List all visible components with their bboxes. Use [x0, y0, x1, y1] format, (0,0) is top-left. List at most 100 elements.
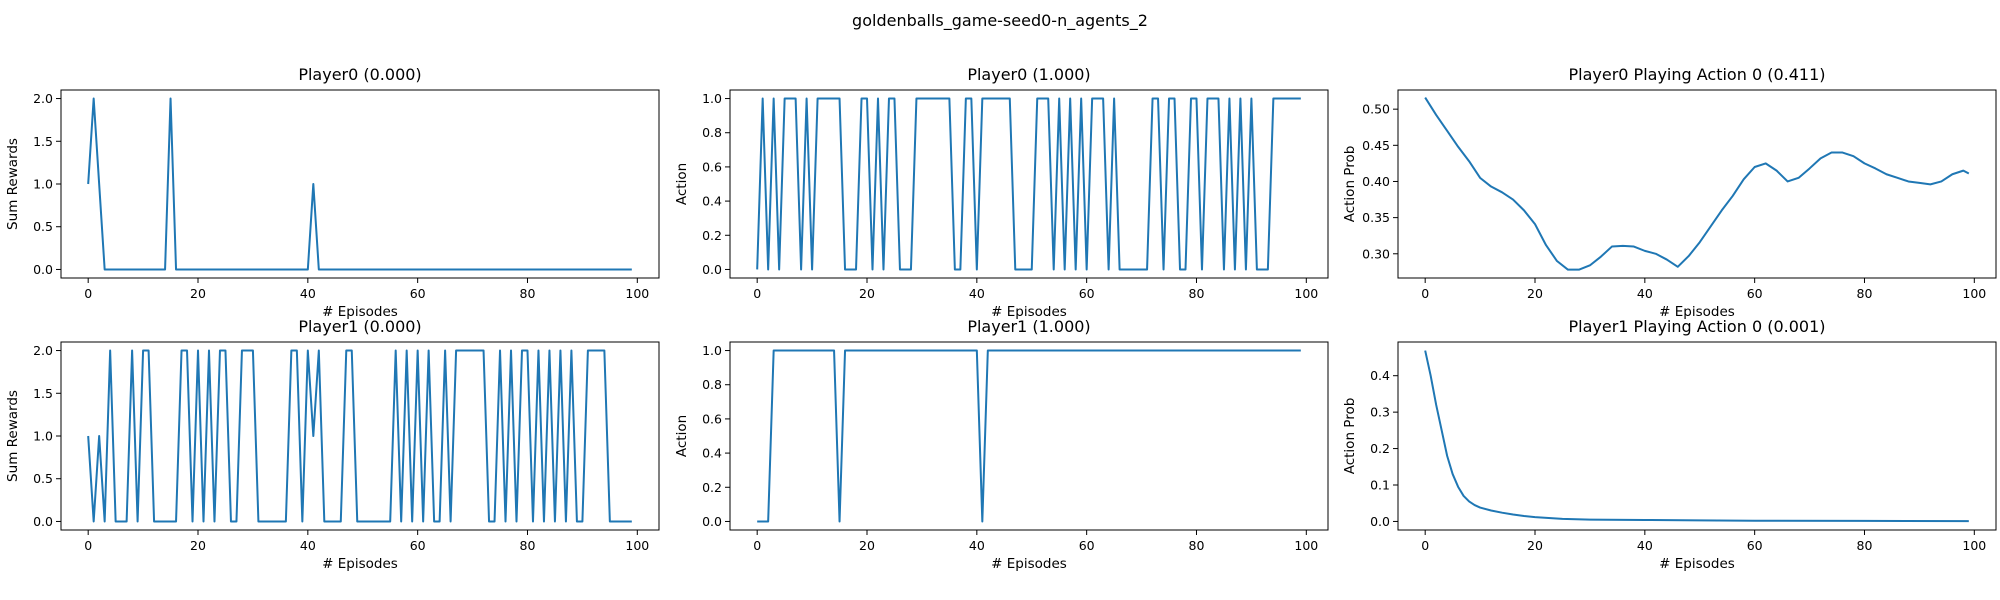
subplot-6: Player1 Playing Action 0 (0.001) 0 20 40 60 8… [1342, 317, 1997, 572]
y-tick-label: 0.1 [1370, 478, 1390, 493]
subplot-3: Player0 Playing Action 0 (0.411) 0 20 40 60 8… [1342, 65, 1997, 320]
x-tick-label: 20 [859, 538, 875, 553]
y-tick-label: 1.5 [33, 386, 53, 401]
y-tick-label: 0.0 [33, 514, 53, 529]
subplot-title: Player1 (0.000) [298, 317, 421, 336]
y-tick-label: 0.3 [1370, 405, 1390, 420]
y-tick-label: 0.2 [702, 480, 722, 495]
y-tick-label: 0.2 [702, 228, 722, 243]
y-tick-label: 0.0 [33, 262, 53, 277]
subplot-title: Player1 Playing Action 0 (0.001) [1569, 317, 1826, 336]
y-tick-label: 1.5 [33, 134, 53, 149]
x-tick-label: 0 [1421, 286, 1429, 301]
y-axis-label: Sum Rewards [5, 138, 21, 230]
y-tick-label: 0.8 [702, 125, 722, 140]
series-line [1424, 97, 1970, 271]
subplot-5: Player1 (1.000) 0 20 40 60 80 100 0.0 0.2 0.4 0.6 0… [674, 317, 1329, 572]
axes-frame [729, 89, 1329, 279]
x-tick-label: 20 [190, 538, 206, 553]
x-tick-label: 60 [410, 286, 426, 301]
axes-frame [1397, 341, 1997, 531]
axes-frame [729, 341, 1329, 531]
y-axis-label: Action Prob [1342, 146, 1358, 223]
axes-frame [60, 89, 660, 279]
x-tick-label: 60 [1079, 538, 1095, 553]
y-tick-label: 1.0 [33, 177, 53, 192]
x-tick-label: 60 [1747, 538, 1763, 553]
x-tick-label: 80 [1189, 538, 1205, 553]
x-tick-label: 60 [1079, 286, 1095, 301]
x-tick-label: 40 [300, 286, 316, 301]
y-tick-label: 0.6 [702, 159, 722, 174]
y-tick-label: 0.50 [1362, 102, 1390, 117]
x-tick-label: 80 [520, 538, 536, 553]
y-tick-label: 0.8 [702, 377, 722, 392]
series-line [1424, 350, 1969, 523]
x-tick-label: 20 [859, 286, 875, 301]
x-tick-label: 80 [520, 286, 536, 301]
x-tick-label: 80 [1857, 538, 1873, 553]
x-tick-label: 40 [1637, 538, 1653, 553]
x-tick-label: 0 [84, 286, 92, 301]
y-tick-label: 0.2 [1370, 441, 1390, 456]
x-tick-label: 60 [410, 538, 426, 553]
y-tick-label: 1.0 [33, 429, 53, 444]
subplot-title: Player0 Playing Action 0 (0.411) [1569, 65, 1826, 84]
y-tick-label: 0.0 [702, 262, 722, 277]
series-line [87, 349, 632, 523]
y-tick-label: 0.5 [33, 471, 53, 486]
axes-frame [1397, 89, 1997, 279]
y-axis-label: Action [674, 163, 690, 205]
x-tick-label: 20 [1527, 286, 1543, 301]
x-axis-label: # Episodes [991, 304, 1067, 320]
y-axis-label: Action [674, 415, 690, 457]
subplot-4: Player1 (0.000) 0 20 40 60 80 100 0.0 0.5 1.0 1.5 2… [5, 317, 660, 572]
x-tick-label: 40 [969, 286, 985, 301]
y-tick-label: 0.40 [1362, 174, 1390, 189]
figure-title: goldenballs_game-seed0-n_agents_2 [852, 11, 1148, 31]
x-tick-label: 40 [969, 538, 985, 553]
x-tick-label: 40 [1637, 286, 1653, 301]
y-tick-label: 1.0 [702, 343, 722, 358]
subplot-title: Player1 (1.000) [967, 317, 1090, 336]
series-line [87, 97, 632, 271]
y-tick-label: 0.45 [1362, 138, 1390, 153]
x-tick-label: 100 [1962, 538, 1986, 553]
x-tick-label: 40 [300, 538, 316, 553]
x-tick-label: 100 [625, 286, 649, 301]
x-tick-label: 100 [1962, 286, 1986, 301]
x-tick-label: 0 [84, 538, 92, 553]
y-tick-label: 0.4 [702, 446, 722, 461]
y-tick-label: 0.4 [702, 194, 722, 209]
x-axis-label: # Episodes [322, 556, 398, 572]
x-axis-label: # Episodes [1659, 556, 1735, 572]
series-line [757, 349, 1301, 523]
y-tick-label: 1.0 [702, 91, 722, 106]
y-tick-label: 0.30 [1362, 246, 1390, 261]
x-tick-label: 80 [1857, 286, 1873, 301]
y-tick-label: 0.4 [1370, 368, 1390, 383]
x-tick-label: 100 [1294, 286, 1318, 301]
x-tick-label: 20 [190, 286, 206, 301]
x-tick-label: 60 [1747, 286, 1763, 301]
x-axis-label: # Episodes [1659, 304, 1735, 320]
x-tick-label: 20 [1527, 538, 1543, 553]
y-tick-label: 0.5 [33, 219, 53, 234]
y-tick-label: 2.0 [33, 343, 53, 358]
y-tick-label: 0.35 [1362, 210, 1390, 225]
subplot-2: Player0 (1.000) 0 20 40 60 80 100 0.0 0.2 0.4 0.6 0… [674, 65, 1329, 320]
y-tick-label: 0.0 [1370, 514, 1390, 529]
x-tick-label: 80 [1189, 286, 1205, 301]
x-tick-label: 0 [753, 538, 761, 553]
y-tick-label: 0.6 [702, 411, 722, 426]
x-axis-label: # Episodes [991, 556, 1067, 572]
y-tick-label: 2.0 [33, 91, 53, 106]
series-line [756, 97, 1301, 271]
x-tick-label: 100 [1294, 538, 1318, 553]
x-axis-label: # Episodes [322, 304, 398, 320]
y-axis-label: Action Prob [1342, 398, 1358, 475]
x-tick-label: 100 [625, 538, 649, 553]
subplot-1: Player0 (0.000) 0 20 40 60 80 100 0.0 0.5 1.0 1.5 2… [5, 65, 660, 320]
y-axis-label: Sum Rewards [5, 390, 21, 482]
